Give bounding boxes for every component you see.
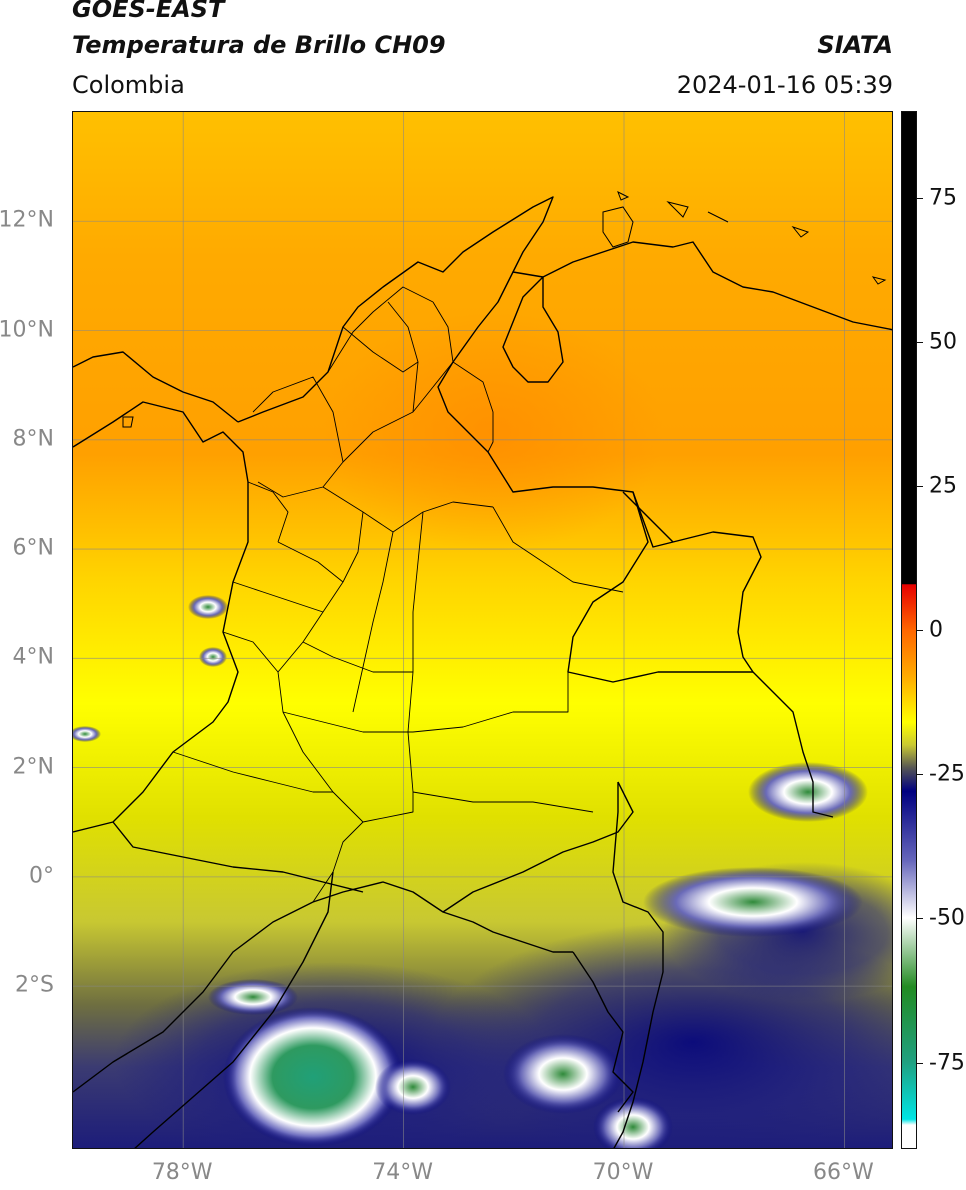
ecuador-peru-border	[134, 871, 334, 1148]
cloud-cluster	[208, 979, 298, 1015]
colorbar-tick-label: -50	[929, 905, 965, 931]
cloud-cluster	[199, 647, 227, 667]
colombia-brazil-border	[567, 491, 753, 683]
brightness-temperature-map[interactable]	[72, 111, 893, 1149]
colorbar	[901, 111, 917, 1149]
panama-coast	[73, 351, 239, 423]
colombia-peru-border-east	[442, 781, 634, 913]
cloud-cluster	[748, 762, 868, 822]
department-borders	[172, 286, 624, 903]
colorbar-tick	[917, 1062, 923, 1064]
cloud-cluster	[503, 1034, 623, 1114]
colombia-peru-border	[73, 881, 573, 1093]
colorbar-tick-label: -75	[929, 1050, 965, 1075]
product-title: Temperatura de Brillo CH09	[72, 31, 446, 59]
lat-tick-label: 12°N	[0, 207, 54, 233]
cloud-cluster	[593, 1097, 673, 1148]
lon-tick-label: 66°W	[813, 1160, 874, 1185]
colombia-brazil-border	[612, 782, 664, 1148]
lon-tick-label: 74°W	[372, 1160, 433, 1185]
colorbar-tick	[917, 918, 923, 920]
graticule	[73, 112, 892, 1148]
colorbar-tick	[917, 341, 923, 343]
colorbar-tick	[917, 630, 923, 631]
colorbar-tick-label: 75	[929, 185, 957, 210]
lat-tick-label: 10°N	[0, 317, 54, 343]
region-label: Colombia	[72, 71, 185, 99]
lat-tick-label: 8°N	[12, 426, 54, 452]
islands	[122, 190, 887, 428]
colorbar-tick-label: 0	[929, 617, 943, 643]
lat-tick-label: 0°	[29, 863, 54, 889]
lon-tick-label: 78°W	[151, 1160, 213, 1185]
colorbar-tick	[917, 197, 923, 199]
lat-tick-label: 2°N	[12, 754, 54, 780]
organization-label: SIATA	[817, 31, 893, 59]
maracaibo-lake	[502, 276, 564, 383]
colorbar-tick	[917, 774, 923, 776]
lat-tick-label: 6°N	[12, 535, 54, 561]
colombia-venezuela-border	[622, 491, 674, 543]
amazon-trapeze	[572, 951, 634, 1113]
colombia-ecuador-border	[112, 821, 364, 893]
cloud-cluster	[223, 1007, 403, 1147]
cloud-cluster	[73, 726, 101, 742]
colorbar-tick-label: -25	[929, 761, 965, 787]
lat-tick-label: 4°N	[12, 644, 54, 670]
colorbar-tick-label: 50	[929, 329, 957, 355]
colombia-coast	[237, 196, 892, 423]
cloud-cluster	[643, 867, 863, 937]
lat-tick-label: 2°S	[15, 972, 54, 998]
colorbar-tick	[917, 485, 923, 487]
timestamp-label: 2024-01-16 05:39	[676, 71, 893, 99]
cloud-cluster	[375, 1059, 451, 1115]
cloud-cluster	[188, 595, 228, 619]
colorbar-tick-label: 25	[929, 473, 957, 499]
lon-tick-label: 70°W	[592, 1160, 654, 1185]
borders	[73, 196, 892, 1148]
satellite-title: GOES-EAST	[72, 0, 225, 23]
